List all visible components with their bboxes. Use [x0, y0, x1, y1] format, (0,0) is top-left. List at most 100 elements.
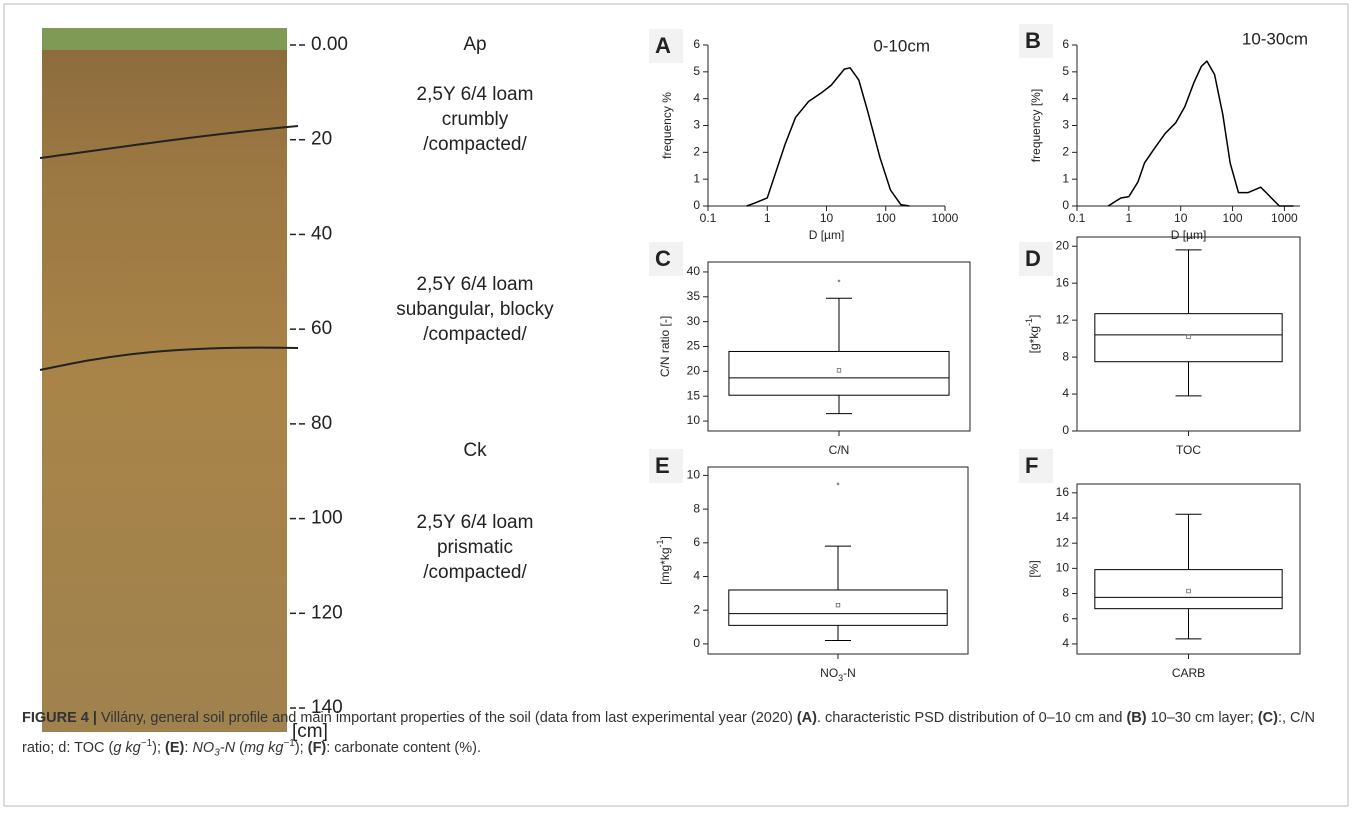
box: [1094, 313, 1283, 363]
depth-label: 120: [311, 602, 343, 623]
y-tick-label: 15: [687, 388, 701, 402]
caption-text: );: [152, 739, 166, 756]
caption-text: . characteristic PSD distribution of 0–1…: [816, 710, 1127, 726]
caption-text: (B): [1126, 710, 1147, 726]
y-tick-label: 0: [693, 198, 700, 212]
horizon-text: 2,5Y 6/4 loam: [417, 512, 534, 533]
x-tick-label: 0.1: [700, 211, 717, 225]
figure-border: [3, 3, 1349, 807]
caption-text: FIGURE 4 |: [22, 710, 97, 726]
y-tick-label: 8: [1062, 586, 1069, 600]
x-axis-label-part: D [µm]: [1171, 228, 1207, 242]
x-tick-label: 1: [1126, 211, 1133, 225]
y-tick-label: 25: [687, 339, 701, 353]
y-axis-label-part: frequency [%]: [1029, 89, 1043, 162]
y-tick-label: 5: [1062, 64, 1069, 78]
caption-text: 10–30 cm layer;: [1146, 710, 1258, 726]
panel-letter: A: [655, 33, 671, 58]
y-tick-label: 0: [1062, 423, 1069, 437]
soil-photo: [42, 28, 287, 732]
caption: FIGURE 4 | Villány, general soil profile…: [22, 706, 1322, 766]
panel-annotation: 10-30cm: [1242, 29, 1308, 48]
mean: [1186, 588, 1191, 594]
y-axis-label-part: [mg*kg: [658, 548, 672, 585]
y-axis-label-part: ]: [1027, 315, 1041, 318]
caption-text: (C): [1257, 710, 1278, 726]
horizon-text: /compacted/: [423, 562, 527, 583]
panel-letter-bg: [1019, 24, 1053, 58]
y-tick-label: 40: [687, 264, 701, 278]
caption-text: (F): [307, 739, 327, 756]
panel-letter-bg: [649, 449, 683, 483]
panel-letter-bg: [649, 29, 683, 63]
x-axis-label: C/N: [829, 443, 850, 457]
horizon-text: Ck: [463, 440, 487, 461]
y-tick-label: 8: [1062, 349, 1069, 363]
y-tick-label: 10: [1056, 561, 1070, 575]
panel-letter-bg: [1019, 449, 1053, 483]
panel-letter-bg: [649, 242, 683, 276]
caption-text: :, C/N ratio; d: TOC (: [22, 710, 1316, 756]
horizon-text: 2,5Y 6/4 loam: [417, 274, 534, 295]
caption-text: : carbonate content (%).: [326, 739, 481, 756]
depth-label: 20: [311, 129, 332, 150]
grass-strip: [42, 28, 287, 50]
y-tick-label: 6: [693, 535, 700, 549]
y-tick-label: 8: [693, 501, 700, 515]
y-tick-label: 2: [693, 145, 700, 159]
mean: [1186, 334, 1191, 339]
psd-curve: [746, 67, 910, 207]
horizon-boundary: [39, 125, 299, 159]
x-axis-label-part: C/N: [829, 443, 850, 457]
y-tick-label: 12: [1056, 312, 1070, 326]
y-tick-label: 0: [1062, 198, 1069, 212]
caption-text: :: [184, 739, 193, 756]
box: [728, 589, 948, 626]
x-axis-label: D [µm]: [809, 228, 845, 242]
y-tick-label: 10: [687, 413, 701, 427]
caption-text: (: [235, 739, 244, 756]
x-tick-label: 1000: [1271, 211, 1298, 225]
depth-label: 0.00: [311, 34, 348, 55]
y-axis-label: frequency [%]: [1029, 89, 1043, 162]
horizon-text: Ap: [463, 34, 486, 55]
panel-letter: B: [1025, 28, 1041, 53]
y-tick-label: 6: [693, 37, 700, 51]
horizon-text: subangular, blocky: [396, 299, 554, 320]
x-axis-label: CARB: [1172, 666, 1205, 680]
x-tick-label: 100: [876, 211, 896, 225]
outlier: [836, 482, 840, 486]
mean: [835, 602, 841, 608]
y-axis-label-part: -1: [1024, 318, 1034, 326]
y-tick-label: 4: [693, 91, 700, 105]
caption-text: Villány, general soil profile and main i…: [96, 710, 797, 726]
caption-text: g kg: [113, 739, 141, 756]
caption-text: NO: [192, 739, 215, 756]
panel-letter-bg: [1019, 242, 1053, 276]
outlier: [837, 279, 841, 283]
mean: [836, 368, 842, 373]
y-axis-label-part: frequency %: [660, 92, 674, 159]
y-tick-label: 3: [1062, 118, 1069, 132]
caption-text: −1: [140, 738, 153, 749]
y-tick-label: 20: [687, 364, 701, 378]
caption-text: 3: [214, 747, 220, 759]
y-tick-label: 4: [1062, 386, 1069, 400]
horizon-text: crumbly: [442, 109, 509, 130]
x-axis-label-part: NO: [820, 666, 838, 680]
x-tick-label: 10: [820, 211, 834, 225]
y-tick-label: 2: [693, 602, 700, 616]
y-axis-label: [g*kg-1]: [1024, 315, 1041, 354]
x-axis-label: TOC: [1176, 443, 1201, 457]
x-axis-label-part: TOC: [1176, 443, 1201, 457]
horizon-boundary: [39, 346, 299, 371]
y-tick-label: 10: [687, 468, 701, 482]
y-axis-label-part: ]: [658, 536, 672, 539]
y-tick-label: 1: [1062, 171, 1069, 185]
depth-label: 60: [311, 318, 332, 339]
y-tick-label: 16: [1056, 275, 1070, 289]
caption-text: (A): [796, 710, 817, 726]
y-axis-label: [mg*kg-1]: [655, 536, 672, 585]
